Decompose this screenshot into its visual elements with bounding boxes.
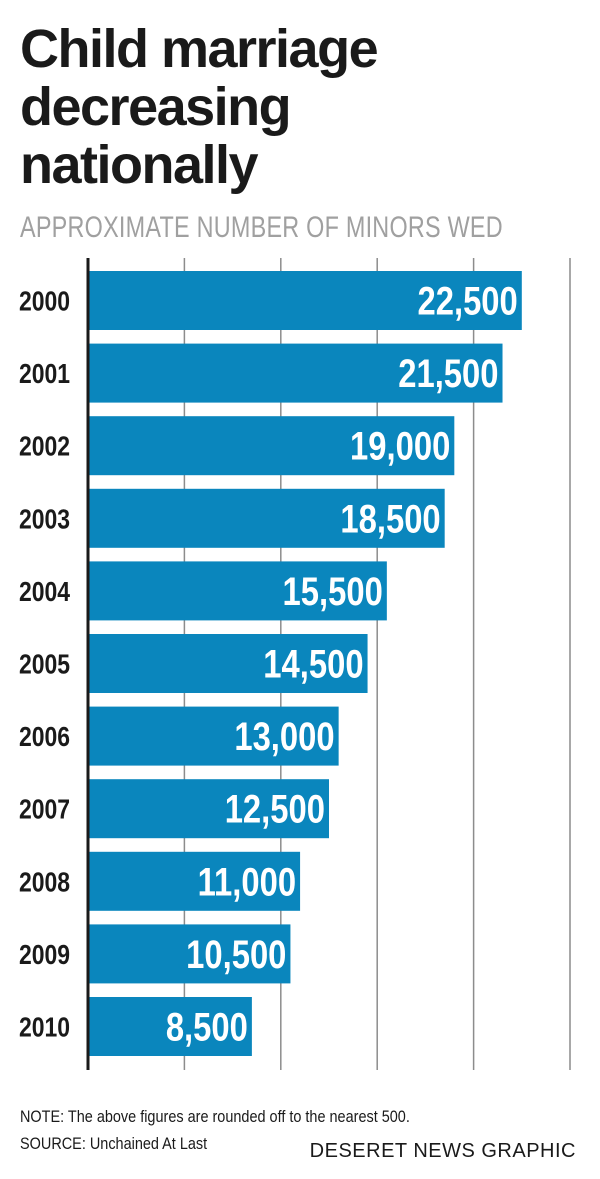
- bar: [88, 634, 368, 693]
- category-label: 2006: [19, 722, 70, 753]
- bar-value-label: 19,000: [350, 424, 450, 469]
- value-labels: 22,500 21,500 19,000 18,500 15,500 14,500 13,0…: [166, 278, 518, 1049]
- footnote: NOTE: The above figures are rounded off …: [20, 1107, 410, 1126]
- category-label: 2000: [19, 286, 70, 317]
- bar-value-label: 8,500: [166, 1004, 248, 1049]
- bars: [88, 271, 522, 1056]
- bar: [88, 271, 522, 330]
- bar: [88, 488, 445, 548]
- bar-value-label: 18,500: [340, 496, 440, 541]
- bar: [88, 706, 339, 766]
- bar-chart: 22,500 21,500 19,000 18,500 15,500 14,500 13,0…: [19, 258, 571, 1070]
- bar: [88, 343, 503, 403]
- category-label: 2005: [19, 649, 70, 680]
- source-note: SOURCE: Unchained At Last: [20, 1134, 208, 1153]
- category-label: 2004: [19, 577, 71, 608]
- category-label: 2009: [19, 940, 70, 971]
- bar: [88, 997, 252, 1056]
- bar-value-label: 22,500: [418, 278, 518, 323]
- graphic-credit: DESERET NEWS GRAPHIC: [309, 1140, 576, 1162]
- bar-value-label: 12,500: [225, 787, 325, 832]
- category-label: 2007: [19, 795, 70, 826]
- category-labels: 2000 2001 2002 2003 2004 2005 2006 2007 2008 2009…: [19, 286, 71, 1043]
- category-label: 2008: [19, 867, 70, 898]
- bar-value-label: 14,500: [263, 641, 363, 686]
- bar-value-label: 21,500: [398, 351, 498, 396]
- bar-value-label: 10,500: [186, 932, 286, 977]
- bar-value-label: 15,500: [283, 569, 383, 614]
- category-label: 2003: [19, 504, 70, 535]
- bar-value-label: 13,000: [234, 714, 334, 759]
- category-label: 2001: [19, 359, 70, 390]
- bar: [88, 924, 291, 984]
- chart-subtitle: APPROXIMATE NUMBER OF MINORS WED: [20, 211, 503, 244]
- bar: [88, 416, 455, 476]
- bar-value-label: 11,000: [198, 859, 296, 904]
- category-label: 2010: [19, 1012, 70, 1043]
- chart-title: Child marriage decreasing nationally: [20, 19, 379, 195]
- bar: [88, 561, 387, 621]
- bar: [88, 779, 329, 839]
- bar: [88, 851, 301, 911]
- category-label: 2002: [19, 432, 70, 463]
